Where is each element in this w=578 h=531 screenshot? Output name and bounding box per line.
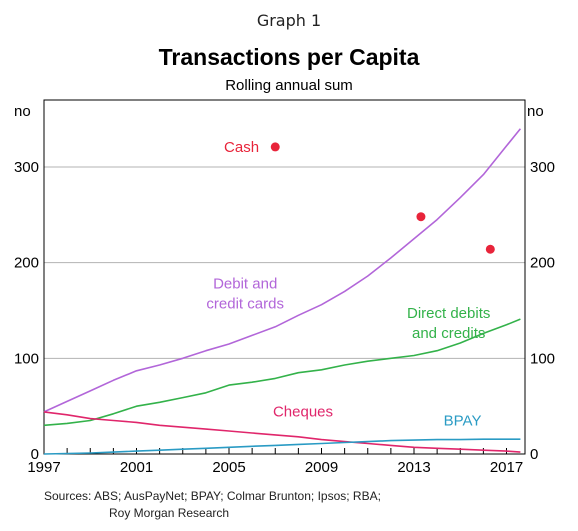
x-tick-label: 1997 [27, 459, 60, 476]
series-line-direct-debits-and-credits [43, 318, 521, 427]
chart-subtitle: Rolling annual sum [225, 77, 353, 94]
y-tick-label-left: 100 [14, 350, 39, 367]
sources-line-2: Roy Morgan Research [109, 506, 229, 520]
series-label-debit-and-credit-cards: credit cards [206, 296, 284, 313]
series-label-cheques: Cheques [273, 404, 333, 421]
y-tick-label-left: 200 [14, 255, 39, 272]
series-lines [43, 128, 522, 455]
plot-frame [43, 99, 526, 455]
y-tick-label-right: 300 [530, 159, 555, 176]
x-tick-label: 2013 [397, 459, 430, 476]
graph-label: Graph 1 [257, 11, 321, 30]
y-tick-label-left: 0 [31, 446, 39, 463]
y-tick-label-right: 200 [530, 255, 555, 272]
x-tick-label: 2001 [120, 459, 153, 476]
y-tick-label-right: 0 [530, 446, 538, 463]
y-unit-left: no [14, 103, 31, 120]
y-unit-right: no [527, 103, 544, 120]
y-tick-label-right: 100 [530, 350, 555, 367]
series-labels: Debit and credit cards Direct debits and cr… [206, 139, 490, 429]
series-label-debit-and-credit-cards: Debit and [213, 275, 277, 292]
sources-line-1: Sources: ABS; AusPayNet; BPAY; Colmar Br… [44, 489, 381, 503]
cash-points [270, 142, 495, 254]
x-tick-label: 2009 [305, 459, 338, 476]
series-line-cheques [43, 411, 521, 453]
y-tick-label-left: 300 [14, 159, 39, 176]
series-label-cash: Cash [224, 139, 259, 156]
series-label-bpay: BPAY [444, 412, 482, 429]
cash-point [270, 142, 280, 152]
series-line-debit-and-credit-cards [43, 128, 522, 413]
series-line-bpay [43, 438, 521, 455]
series-label-direct-debits-and-credits: and credits [412, 325, 485, 342]
x-tick-labels: 1997 2001 2005 2009 2013 2017 [27, 459, 523, 476]
x-tick-label: 2005 [212, 459, 245, 476]
y-tick-labels: 0 0 100 100 200 200 300 300 [14, 159, 555, 463]
series-label-direct-debits-and-credits: Direct debits [407, 305, 490, 322]
x-tick-label: 2017 [490, 459, 523, 476]
cash-point [416, 212, 426, 222]
chart-title: Transactions per Capita [159, 44, 420, 70]
gridlines [44, 166, 525, 359]
cash-point [485, 244, 495, 254]
